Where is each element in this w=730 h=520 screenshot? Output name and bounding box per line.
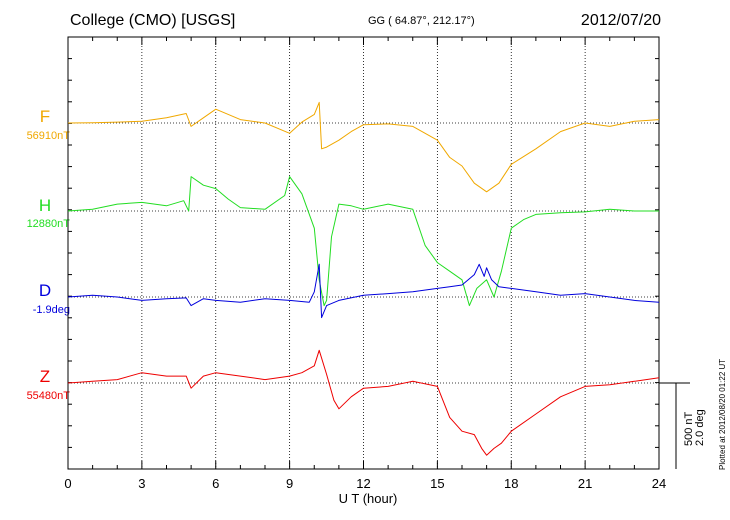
axis-ticks <box>67 37 660 469</box>
component-label-z: Z <box>39 367 51 386</box>
scale-nt-label: 500 nT <box>683 411 695 446</box>
component-label-f: F <box>39 107 51 126</box>
x-tick-label: 3 <box>138 476 145 491</box>
x-tick-label: 24 <box>652 476 666 491</box>
grid <box>68 37 659 469</box>
scale-deg-label: 2.0 deg <box>694 409 706 446</box>
x-tick-labels: 0 3 6 9 12 15 18 21 24 <box>64 476 666 491</box>
x-axis-label: U T (hour) <box>339 491 398 506</box>
x-tick-label: 9 <box>286 476 293 491</box>
geo-coordinates: GG ( 64.87°, 212.17°) <box>368 15 475 27</box>
chart-title: College (CMO) [USGS] <box>70 12 236 29</box>
baseline-label-z: 55480nT <box>26 390 70 402</box>
baseline-label-f: 56910nT <box>26 130 70 142</box>
x-tick-label: 6 <box>212 476 219 491</box>
component-label-d: D <box>38 281 52 300</box>
series-line-d <box>67 263 660 319</box>
chart-date: 2012/07/20 <box>580 12 661 29</box>
x-tick-label: 18 <box>504 476 518 491</box>
series-line-f <box>67 101 660 193</box>
x-tick-label: 21 <box>578 476 592 491</box>
series-group <box>67 101 660 456</box>
series-line-z <box>67 349 660 456</box>
series-line-h <box>67 176 659 307</box>
component-label-h: H <box>38 196 52 215</box>
x-tick-label: 0 <box>64 476 71 491</box>
x-tick-label: 12 <box>356 476 370 491</box>
baseline-label-h: 12880nT <box>26 218 70 230</box>
x-tick-label: 15 <box>430 476 444 491</box>
plotted-timestamp: Plotted at 2012/08/20 01:22 UT <box>718 359 727 470</box>
baseline-label-d: -1.9deg <box>32 304 70 316</box>
